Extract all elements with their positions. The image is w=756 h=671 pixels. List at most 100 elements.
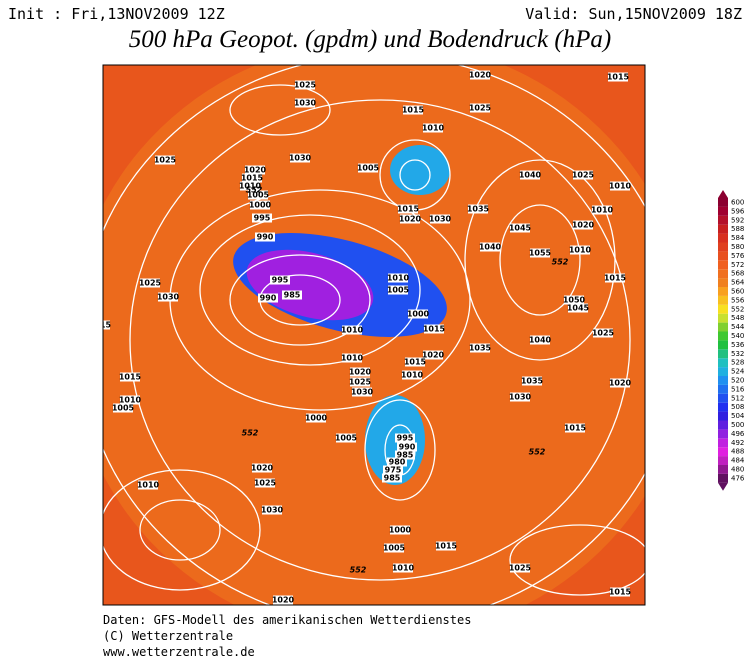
pressure-label: 1015 <box>609 588 632 597</box>
colorbar-label: 496 <box>731 430 745 438</box>
colorbar-label: 580 <box>731 243 744 251</box>
label-bg <box>358 163 378 173</box>
pressure-label: 1015 <box>119 373 142 382</box>
pressure-label: 985 <box>397 451 414 460</box>
colorbar-swatch <box>718 393 728 403</box>
pressure-label: 1010 <box>341 326 364 335</box>
colorbar-label: 492 <box>731 439 744 447</box>
pressure-label: 1010 <box>392 564 415 573</box>
colorbar-label: 524 <box>731 368 745 376</box>
label-bg <box>468 204 488 214</box>
label-bg <box>408 309 428 319</box>
colorbar-swatch <box>718 420 728 430</box>
colorbar-swatch <box>718 304 728 314</box>
label-bg <box>350 367 370 377</box>
label-bg <box>393 563 413 573</box>
pressure-label: 1015 <box>402 106 425 115</box>
colorbar-end <box>718 190 728 198</box>
label-bg <box>423 123 443 133</box>
pressure-label: 975 <box>385 466 402 475</box>
colorbar-swatch <box>718 269 728 279</box>
label-bg <box>120 395 140 405</box>
pressure-label: 1035 <box>469 344 492 353</box>
label-bg <box>480 242 500 252</box>
colorbar-label: 504 <box>731 412 745 420</box>
colorbar-swatch <box>718 278 728 287</box>
pressure-label: 995 <box>272 276 289 285</box>
colorbar-label: 564 <box>731 279 745 287</box>
height-label: 552 <box>246 186 263 195</box>
colorbar-swatch <box>718 295 728 305</box>
label-bg <box>593 328 613 338</box>
label-bg <box>530 248 550 258</box>
colorbar-swatch <box>718 206 728 216</box>
colorbar-swatch <box>718 384 728 394</box>
label-bg <box>384 543 404 553</box>
field <box>390 145 450 195</box>
pressure-label: 1010 <box>387 274 410 283</box>
label-bg <box>390 525 410 535</box>
pressure-label: 1045 <box>509 224 532 233</box>
pressure-label: 1005 <box>387 286 410 295</box>
pressure-label: 1030 <box>429 215 452 224</box>
pressure-label: 990 <box>399 443 416 452</box>
label-bg <box>470 103 490 113</box>
colorbar-label: 516 <box>731 385 745 393</box>
pressure-label: 980 <box>389 458 406 467</box>
label-bg <box>252 463 272 473</box>
colorbar-label: 488 <box>731 448 744 456</box>
label-bg <box>140 278 160 288</box>
colorbar-swatch <box>718 447 728 457</box>
colorbar-swatch <box>718 438 728 448</box>
colorbar-label: 576 <box>731 252 745 260</box>
colorbar-swatch <box>718 349 728 359</box>
label-bg <box>240 181 260 191</box>
colorbar-label: 520 <box>731 376 744 384</box>
label-bg <box>510 392 530 402</box>
label-bg <box>273 595 293 605</box>
pressure-label: 985 <box>384 474 401 483</box>
pressure-label: 1015 <box>435 542 458 551</box>
pressure-label: 1005 <box>112 404 135 413</box>
label-bg <box>295 98 315 108</box>
label-bg <box>242 173 262 183</box>
pressure-label: 995 <box>397 434 414 443</box>
pressure-label: 1000 <box>389 526 412 535</box>
colorbar-swatch <box>718 313 728 323</box>
label-bg <box>103 320 110 330</box>
colorbar-label: 480 <box>731 465 744 473</box>
label-bg <box>592 205 612 215</box>
label-bg <box>530 335 550 345</box>
label-bg <box>250 200 270 210</box>
label-bg <box>400 214 420 224</box>
colorbar-label: 588 <box>731 225 744 233</box>
colorbar-swatch <box>718 260 728 270</box>
colorbar-swatch <box>718 367 728 376</box>
height-label: 552 <box>242 429 259 438</box>
pressure-label: 1020 <box>572 221 595 230</box>
label-bg <box>350 377 370 387</box>
footer-line: Daten: GFS-Modell des amerikanischen Wet… <box>103 613 471 627</box>
colorbar-label: 484 <box>731 457 745 465</box>
colorbar-swatch <box>718 198 728 207</box>
pressure-label: 1015 <box>423 325 446 334</box>
pressure-label: 1010 <box>401 371 424 380</box>
colorbar-swatch <box>718 287 728 296</box>
pressure-label: 1040 <box>519 171 542 180</box>
pressure-label: 1025 <box>254 479 277 488</box>
label-bg <box>424 324 444 334</box>
label-bg <box>352 387 372 397</box>
height-label: 552 <box>350 566 367 575</box>
label-bg <box>605 273 625 283</box>
label-bg <box>255 232 275 242</box>
pressure-label: 1005 <box>357 164 380 173</box>
colorbar-label: 512 <box>731 394 744 402</box>
pressure-label: 1000 <box>305 414 328 423</box>
pressure-label: 1010 <box>591 206 614 215</box>
pressure-label: 1030 <box>351 388 374 397</box>
label-bg <box>470 70 490 80</box>
label-bg <box>470 343 490 353</box>
colorbar-swatch <box>718 456 728 465</box>
pressure-label: 1020 <box>251 464 274 473</box>
pressure-label: 1025 <box>592 329 615 338</box>
